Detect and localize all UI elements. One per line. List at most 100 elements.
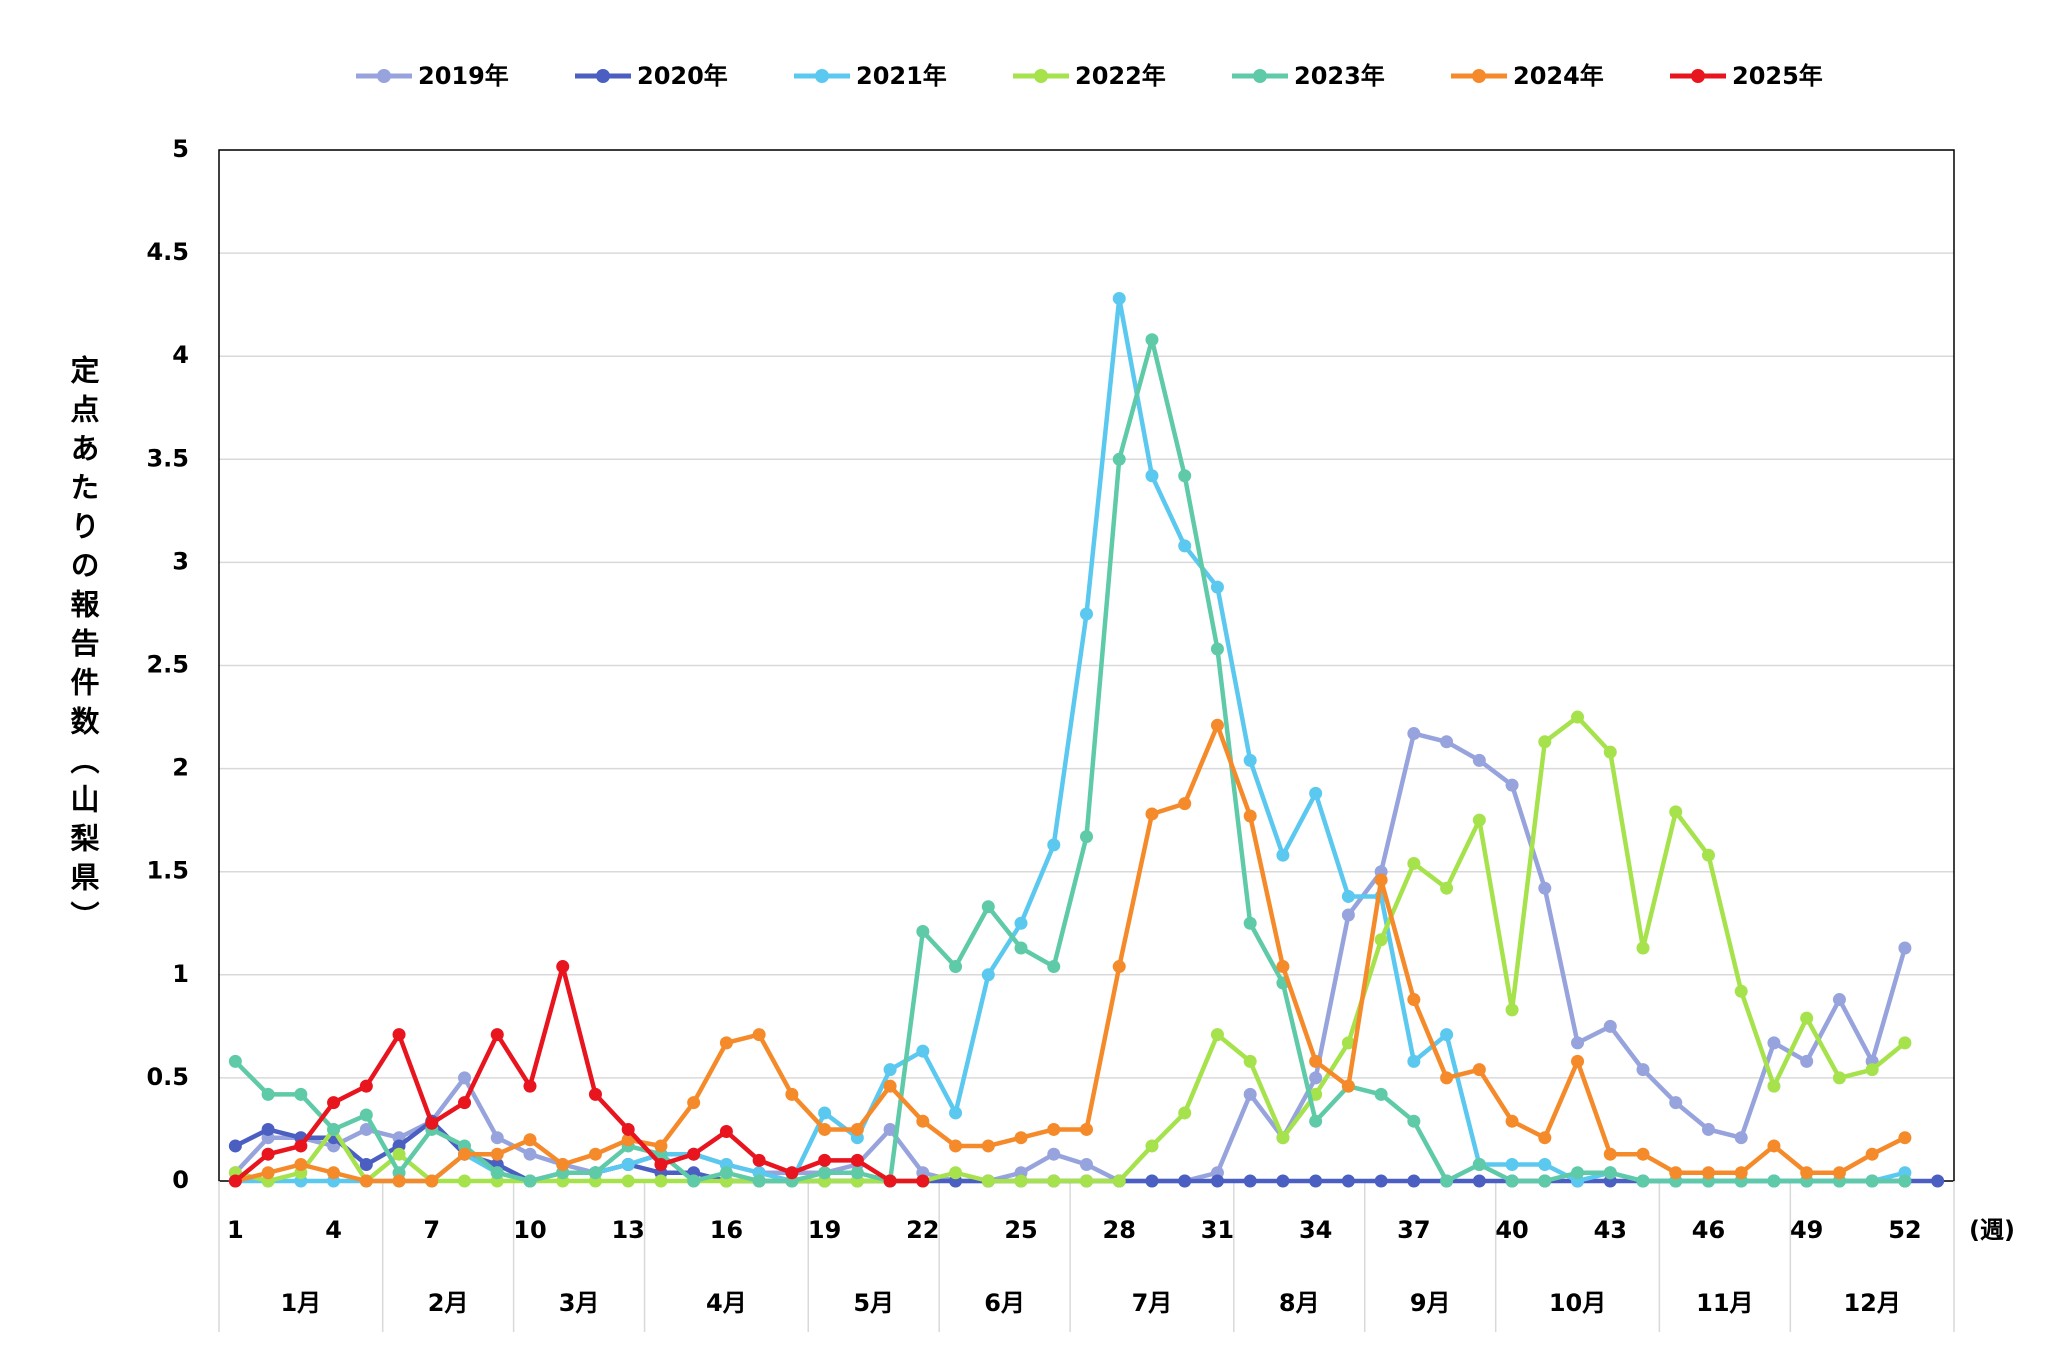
data-point [916,1044,930,1058]
data-point [1865,1147,1879,1161]
data-point [359,1158,373,1172]
data-point [1080,1122,1093,1136]
data-point [556,960,570,974]
data-point [261,1122,275,1136]
data-point [1931,1174,1945,1188]
data-point [1243,916,1257,930]
data-point [1112,452,1126,466]
x-tick-label: 13 [611,1216,644,1244]
data-point [1669,1096,1683,1110]
data-point [1898,1131,1912,1145]
data-point [1145,807,1159,821]
data-point [1734,984,1748,998]
y-tick-label: 5 [172,135,189,163]
legend-label: 2020年 [637,62,728,90]
data-point [1341,1174,1355,1188]
data-point [981,1139,995,1153]
data-point [1341,908,1355,922]
data-point [1734,1131,1748,1145]
data-point [1407,856,1421,870]
data-point [1636,1063,1650,1077]
data-point [1472,1063,1486,1077]
month-label: 12月 [1843,1289,1900,1317]
data-point [1047,960,1061,974]
legend-label: 2024年 [1513,62,1604,90]
data-point [850,1122,864,1136]
data-point [1407,1054,1421,1068]
data-point [1080,607,1093,621]
data-point [949,960,963,974]
x-tick-label: 22 [906,1216,939,1244]
y-axis-label: 定点あたりの報告件数（山梨県） [66,355,100,940]
data-point [1243,1087,1257,1101]
data-point [392,1028,406,1042]
data-point [1080,1174,1093,1188]
month-label: 3月 [559,1289,600,1317]
data-point [850,1166,864,1180]
data-point [1440,1028,1454,1042]
data-point [1341,1079,1355,1093]
data-point [818,1153,832,1167]
data-point [818,1106,832,1120]
data-point [359,1122,373,1136]
legend-label: 2021年 [856,62,947,90]
data-point [1047,1147,1061,1161]
data-point [1505,1114,1519,1128]
data-point [1701,1166,1715,1180]
x-tick-label: 31 [1201,1216,1234,1244]
x-tick-label: 52 [1888,1216,1921,1244]
data-point [1014,1131,1028,1145]
data-point [1505,778,1519,792]
data-point [1767,1139,1781,1153]
data-point [1014,916,1028,930]
data-point [1734,1166,1748,1180]
month-label: 11月 [1696,1289,1753,1317]
data-point [490,1028,504,1042]
data-point [949,1139,963,1153]
x-tick-label: 19 [808,1216,841,1244]
data-point [1472,813,1486,827]
legend-marker [377,69,391,83]
data-point [1145,1174,1159,1188]
month-label: 9月 [1410,1289,1451,1317]
data-point [621,1122,635,1136]
data-point [1178,1174,1192,1188]
month-label: 7月 [1132,1289,1173,1317]
data-point [949,1106,963,1120]
x-tick-label: 7 [423,1216,440,1244]
data-point [654,1174,668,1188]
y-tick-label: 2.5 [146,651,189,679]
data-point [1047,838,1061,852]
data-point [1571,710,1585,724]
data-point [1538,1158,1552,1172]
data-point [1243,753,1257,767]
x-tick-label: 16 [710,1216,743,1244]
data-point [523,1133,537,1147]
month-label: 4月 [706,1289,747,1317]
data-point [1603,1019,1617,1033]
month-label: 1月 [280,1289,321,1317]
x-tick-label: 46 [1692,1216,1725,1244]
data-point [1014,941,1028,955]
data-point [1440,1174,1454,1188]
month-label: 6月 [984,1289,1025,1317]
data-point [621,1174,635,1188]
data-point [981,900,995,914]
data-point [1112,960,1126,974]
data-point [654,1158,668,1172]
legend-label: 2019年 [418,62,509,90]
data-point [1178,1106,1192,1120]
data-point [621,1158,635,1172]
data-point [1178,539,1192,553]
y-tick-label: 0 [172,1166,189,1194]
data-point [1832,1071,1846,1085]
data-point [1309,786,1323,800]
data-point [687,1096,701,1110]
data-point [1276,960,1290,974]
data-point [228,1054,242,1068]
data-point [1701,848,1715,862]
data-point [1047,1122,1061,1136]
data-point [294,1139,308,1153]
data-point [916,1174,930,1188]
